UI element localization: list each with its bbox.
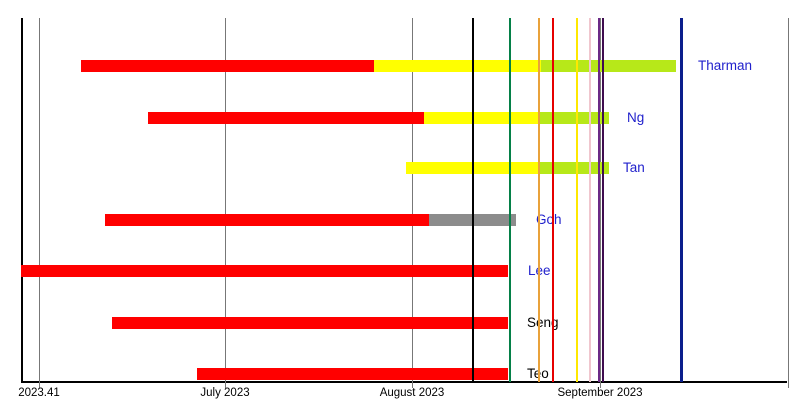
- timeline-bar-segment: [105, 214, 429, 226]
- row-label: Seng: [527, 315, 559, 330]
- x-axis-tick-label: July 2023: [200, 387, 250, 399]
- timeline-bar-segment: [197, 368, 508, 380]
- x-axis-line: [21, 381, 787, 383]
- timeline-bar-segment: [374, 60, 541, 72]
- timeline-bar-segment: [81, 60, 374, 72]
- gridline: [600, 18, 601, 388]
- x-axis-tick-label: August 2023: [379, 387, 445, 399]
- purple-event-line: [598, 18, 600, 382]
- timeline-bar-segment: [148, 112, 424, 124]
- pink-event-line: [589, 18, 591, 382]
- x-axis-tick-label: 2023.41: [18, 387, 60, 399]
- black-event-line: [472, 18, 474, 382]
- timeline-bar-segment: [540, 112, 609, 124]
- red-event-line: [552, 18, 554, 382]
- gridline: [225, 18, 226, 388]
- timeline-bar-segment: [21, 265, 508, 277]
- row-label: Teo: [527, 367, 549, 381]
- row-label: Tan: [623, 160, 645, 175]
- timeline-bar-segment: [540, 162, 609, 174]
- dark-purple-event-line: [602, 18, 604, 382]
- orange-event-line: [538, 18, 540, 382]
- yellow-event-line: [576, 18, 578, 382]
- gridline: [39, 18, 40, 388]
- timeline-bar-segment: [112, 317, 508, 329]
- navy-event-line: [680, 18, 683, 382]
- timeline-bar-segment: [424, 112, 540, 124]
- gridline: [412, 18, 413, 388]
- x-axis-tick-label: September 2023: [557, 387, 643, 399]
- timeline-bar-segment: [541, 60, 676, 72]
- green-event-line: [509, 18, 511, 382]
- row-label: Tharman: [698, 58, 753, 73]
- gridline: [788, 18, 789, 388]
- y-axis-line: [21, 18, 23, 382]
- row-label: Ng: [627, 110, 645, 125]
- row-label: Goh: [536, 212, 562, 227]
